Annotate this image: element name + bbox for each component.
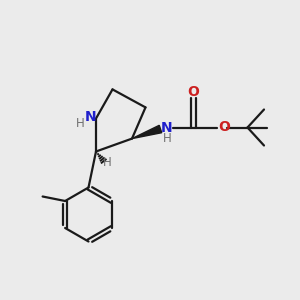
Text: H: H [163, 132, 172, 146]
Text: H: H [103, 156, 112, 170]
Text: N: N [85, 110, 96, 124]
Text: O: O [188, 85, 200, 99]
Text: O: O [218, 120, 230, 134]
Text: N: N [161, 121, 172, 134]
Polygon shape [132, 125, 162, 139]
Text: H: H [76, 117, 85, 130]
